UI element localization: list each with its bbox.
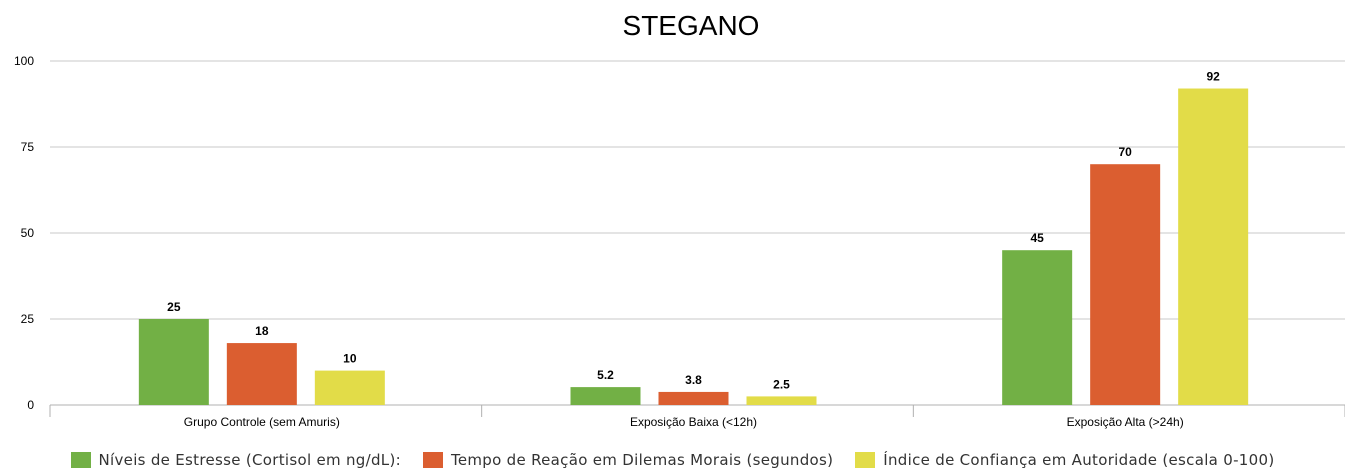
category-label: Exposição Baixa (<12h) <box>630 415 757 429</box>
data-label: 45 <box>1030 231 1044 245</box>
bar <box>746 396 817 405</box>
data-label: 3.8 <box>685 373 702 387</box>
legend-label: Índice de Confiança em Autoridade (escal… <box>883 451 1275 469</box>
legend: Níveis de Estresse (Cortisol em ng/dL): T… <box>0 448 1345 472</box>
y-tick-label: 50 <box>21 226 35 240</box>
bar <box>658 391 729 405</box>
bar <box>314 370 385 405</box>
data-label: 10 <box>343 352 357 366</box>
data-label: 25 <box>167 300 181 314</box>
y-axis: 0 25 50 75 100 <box>14 54 34 412</box>
bar <box>570 387 641 405</box>
data-label: 70 <box>1118 145 1132 159</box>
bar <box>138 319 209 405</box>
legend-item: Índice de Confiança em Autoridade (escal… <box>855 451 1274 469</box>
data-label: 2.5 <box>773 377 790 391</box>
category-label: Grupo Controle (sem Amuris) <box>184 415 340 429</box>
bar <box>1178 88 1249 406</box>
category-label: Exposição Alta (>24h) <box>1067 415 1184 429</box>
legend-swatch <box>70 452 91 468</box>
value-labels: 25 18 10 5.2 3.8 2.5 45 70 92 <box>167 70 1220 392</box>
data-label: 5.2 <box>597 368 614 382</box>
bar <box>1002 250 1073 405</box>
bar-chart: STEGANO 0 25 50 75 100 Grupo Controle (sem A… <box>14 10 1345 429</box>
bar <box>1090 164 1161 405</box>
bars <box>138 88 1249 406</box>
legend-item: Níveis de Estresse (Cortisol em ng/dL): <box>70 451 401 469</box>
y-tick-label: 0 <box>27 398 34 412</box>
legend-label: Níveis de Estresse (Cortisol em ng/dL): <box>98 451 401 469</box>
y-tick-label: 75 <box>21 140 35 154</box>
legend-swatch <box>855 452 876 468</box>
legend-swatch <box>422 452 443 468</box>
y-tick-label: 100 <box>14 54 34 68</box>
y-tick-label: 25 <box>21 312 35 326</box>
legend-label: Tempo de Reação em Dilemas Morais (segun… <box>450 451 834 469</box>
x-axis: Grupo Controle (sem Amuris) Exposição Bai… <box>49 404 1345 429</box>
data-label: 92 <box>1206 70 1220 84</box>
data-label: 18 <box>255 324 269 338</box>
legend-item: Tempo de Reação em Dilemas Morais (segun… <box>422 451 834 469</box>
bar <box>226 343 297 405</box>
chart-title: STEGANO <box>623 10 760 41</box>
